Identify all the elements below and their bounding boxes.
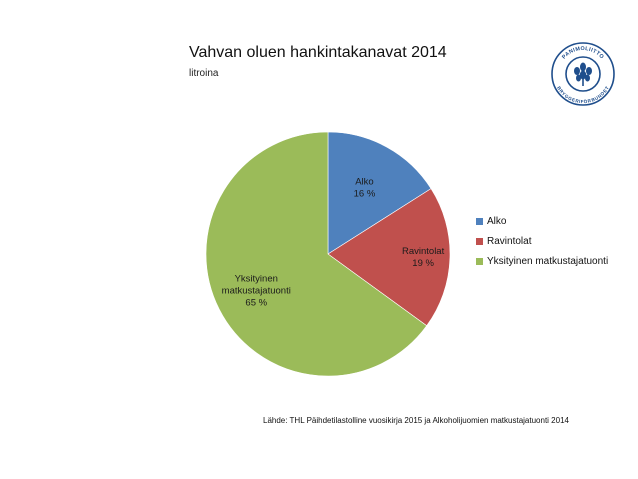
pie-slice-ravintolat: [327, 188, 451, 327]
logo-text-top: PANIMOLIITTO: [561, 46, 604, 60]
legend-item: Alko: [476, 211, 608, 231]
logo-text-bottom: BRYGGERIFÖRBUNDET: [556, 85, 609, 104]
svg-text:BRYGGERIFÖRBUNDET: BRYGGERIFÖRBUNDET: [556, 85, 610, 104]
logo-outer-ring: [551, 42, 615, 106]
svg-text:PANIMOLIITTO: PANIMOLIITTO: [561, 46, 605, 60]
data-label-yksityinen-matkustajatuonti: Yksityinen matkustajatuonti 65 %: [222, 274, 291, 309]
chart-subtitle: litroina: [189, 68, 219, 79]
chart-legend: Alko Ravintolat Yksityinen matkustajatuont…: [476, 211, 608, 271]
legend-item: Yksityinen matkustajatuonti: [476, 251, 608, 271]
legend-label: Alko: [487, 215, 507, 227]
panimoliitto-logo: PANIMOLIITTO BRYGGERIFÖRBUNDET: [551, 42, 615, 106]
logo-emblem-icon: [574, 62, 592, 86]
legend-label: Yksityinen matkustajatuonti: [487, 255, 609, 267]
pie-slice-yksityinen-matkustajatuonti: [205, 131, 428, 377]
legend-label: Ravintolat: [487, 235, 532, 247]
legend-swatch: [476, 237, 483, 245]
source-note: Lähde: THL Päihdetilastolline vuosikirja…: [263, 416, 569, 425]
legend-swatch: [476, 257, 483, 265]
logo-inner-ring: [565, 56, 601, 92]
legend-item: Ravintolat: [476, 231, 608, 251]
data-label-ravintolat: Ravintolat 19 %: [402, 246, 445, 269]
chart-title: Vahvan oluen hankintakanavat 2014: [189, 44, 447, 61]
pie-slice-alko: [327, 131, 432, 255]
legend-swatch: [476, 217, 483, 225]
data-label-alko: Alko 16 %: [354, 177, 376, 200]
